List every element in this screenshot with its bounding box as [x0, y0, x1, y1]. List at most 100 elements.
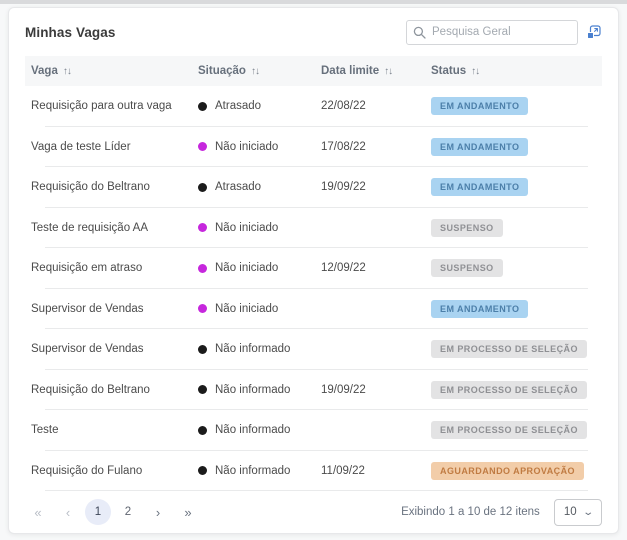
- cell-situacao: Atrasado: [198, 100, 321, 112]
- cell-vaga: Requisição do Fulano: [31, 464, 143, 477]
- table-row[interactable]: Teste Não informado EM PROCESSO DE SELEÇ…: [25, 410, 602, 451]
- status-badge: EM PROCESSO DE SELEÇÃO: [431, 380, 587, 399]
- cell-situacao: Não informado: [198, 384, 321, 396]
- sort-icon[interactable]: ↑↓: [471, 65, 480, 77]
- cell-status: AGUARDANDO APROVAÇÃO: [431, 461, 602, 480]
- column-label: Status: [431, 65, 467, 77]
- cell-status: EM ANDAMENTO: [431, 178, 602, 197]
- pagination-controls: « ‹ 1 2 › »: [25, 499, 201, 525]
- cell-vaga: Supervisor de Vendas: [31, 302, 144, 315]
- card-header: Minhas Vagas: [9, 8, 618, 56]
- search-input[interactable]: [432, 26, 586, 38]
- cell-situacao: Não informado: [198, 424, 321, 436]
- cell-data-limite: 19/09/22: [321, 181, 366, 194]
- last-page-button[interactable]: »: [175, 499, 201, 525]
- cell-status: SUSPENSO: [431, 259, 602, 278]
- chevron-down-icon: ⌄: [581, 506, 594, 518]
- status-badge: EM PROCESSO DE SELEÇÃO: [431, 421, 587, 440]
- column-header-status[interactable]: Status ↑↓: [431, 65, 602, 77]
- cell-data-limite: 17/08/22: [321, 140, 366, 153]
- situacao-dot-icon: [198, 263, 207, 273]
- cell-situacao: Não informado: [198, 465, 321, 477]
- status-badge: AGUARDANDO APROVAÇÃO: [431, 461, 584, 480]
- cell-data-limite: 12/09/22: [321, 262, 366, 275]
- table-row[interactable]: Requisição em atraso Não iniciado 12/09/…: [25, 248, 602, 289]
- status-badge: EM ANDAMENTO: [431, 97, 529, 116]
- situacao-label: Atrasado: [215, 181, 262, 194]
- situacao-dot-icon: [198, 385, 207, 395]
- prev-page-button[interactable]: ‹: [55, 499, 81, 525]
- cell-status: EM PROCESSO DE SELEÇÃO: [431, 380, 602, 399]
- cell-data-limite: 11/09/22: [321, 464, 365, 477]
- situacao-dot-icon: [198, 182, 207, 192]
- table-row[interactable]: Supervisor de Vendas Não informado EM PR…: [25, 329, 602, 370]
- table-row[interactable]: Supervisor de Vendas Não iniciado EM AND…: [25, 289, 602, 330]
- sort-icon[interactable]: ↑↓: [250, 65, 260, 77]
- cell-situacao: Não informado: [198, 343, 321, 355]
- status-badge: EM ANDAMENTO: [431, 178, 529, 197]
- expand-icon[interactable]: [586, 24, 602, 40]
- column-header-data-limite[interactable]: Data limite ↑↓: [321, 65, 431, 77]
- table-row[interactable]: Requisição do Beltrano Atrasado 19/09/22…: [25, 167, 602, 208]
- cell-vaga: Teste de requisição AA: [31, 221, 148, 234]
- column-header-situacao[interactable]: Situação ↑↓: [198, 65, 321, 77]
- situacao-dot-icon: [198, 223, 207, 233]
- first-page-button[interactable]: «: [25, 499, 51, 525]
- situacao-label: Não informado: [215, 343, 291, 356]
- next-page-button[interactable]: ›: [145, 499, 171, 525]
- cell-status: SUSPENSO: [431, 218, 602, 237]
- search-icon: [413, 26, 426, 39]
- cell-vaga: Supervisor de Vendas: [31, 343, 144, 356]
- cell-situacao: Atrasado: [198, 181, 321, 193]
- cell-status: EM ANDAMENTO: [431, 299, 602, 318]
- situacao-dot-icon: [198, 142, 207, 152]
- cell-situacao: Não iniciado: [198, 222, 321, 234]
- page-size-select[interactable]: 10 ⌄: [553, 498, 602, 526]
- column-header-vaga[interactable]: Vaga ↑↓: [25, 65, 198, 77]
- cell-situacao: Não iniciado: [198, 262, 321, 274]
- table-row[interactable]: Vaga de teste Líder Não iniciado 17/08/2…: [25, 127, 602, 168]
- situacao-label: Não informado: [215, 383, 291, 396]
- situacao-label: Não informado: [215, 424, 291, 437]
- page-size-value: 10: [563, 506, 577, 518]
- status-badge: EM ANDAMENTO: [431, 299, 529, 318]
- table-row[interactable]: Requisição para outra vaga Atrasado 22/0…: [25, 86, 602, 127]
- situacao-dot-icon: [198, 425, 207, 435]
- sort-icon[interactable]: ↑↓: [384, 65, 393, 77]
- cell-status: EM PROCESSO DE SELEÇÃO: [431, 421, 602, 440]
- sort-icon[interactable]: ↑↓: [62, 65, 72, 77]
- cell-status: EM ANDAMENTO: [431, 97, 602, 116]
- situacao-dot-icon: [198, 344, 207, 354]
- cell-status: EM ANDAMENTO: [431, 137, 602, 156]
- cell-situacao: Não iniciado: [198, 141, 321, 153]
- cell-vaga: Requisição do Beltrano: [31, 181, 150, 194]
- header-actions: [406, 19, 602, 45]
- situacao-dot-icon: [198, 466, 207, 476]
- situacao-label: Atrasado: [215, 100, 262, 113]
- situacao-label: Não iniciado: [215, 140, 279, 153]
- pagination-info: Exibindo 1 a 10 de 12 itens 10 ⌄: [401, 498, 602, 526]
- cell-data-limite: 19/09/22: [321, 383, 366, 396]
- cell-situacao: Não iniciado: [198, 303, 321, 315]
- table-row[interactable]: Requisição do Beltrano Não informado 19/…: [25, 370, 602, 411]
- table-row[interactable]: Teste de requisição AA Não iniciado SUSP…: [25, 208, 602, 249]
- search-box[interactable]: [406, 19, 586, 45]
- situacao-dot-icon: [198, 101, 207, 111]
- situacao-label: Não iniciado: [215, 302, 279, 315]
- column-label: Situação: [198, 65, 246, 77]
- status-badge: SUSPENSO: [431, 259, 503, 278]
- table-row[interactable]: Requisição do Fulano Não informado 11/09…: [25, 451, 602, 492]
- cell-vaga: Vaga de teste Líder: [31, 140, 131, 153]
- situacao-label: Não iniciado: [215, 221, 279, 234]
- situacao-label: Não iniciado: [215, 262, 279, 275]
- page-number-2[interactable]: 2: [115, 499, 141, 525]
- cell-data-limite: 22/08/22: [321, 100, 366, 113]
- top-divider: [0, 0, 627, 4]
- cell-vaga: Requisição para outra vaga: [31, 100, 172, 113]
- status-badge: EM PROCESSO DE SELEÇÃO: [431, 340, 587, 359]
- table-header-row: Vaga ↑↓ Situação ↑↓ Data limite ↑↓ Statu…: [25, 56, 602, 86]
- situacao-label: Não informado: [215, 464, 291, 477]
- items-summary: Exibindo 1 a 10 de 12 itens: [401, 506, 540, 518]
- status-badge: SUSPENSO: [431, 218, 503, 237]
- page-number-1[interactable]: 1: [85, 499, 111, 525]
